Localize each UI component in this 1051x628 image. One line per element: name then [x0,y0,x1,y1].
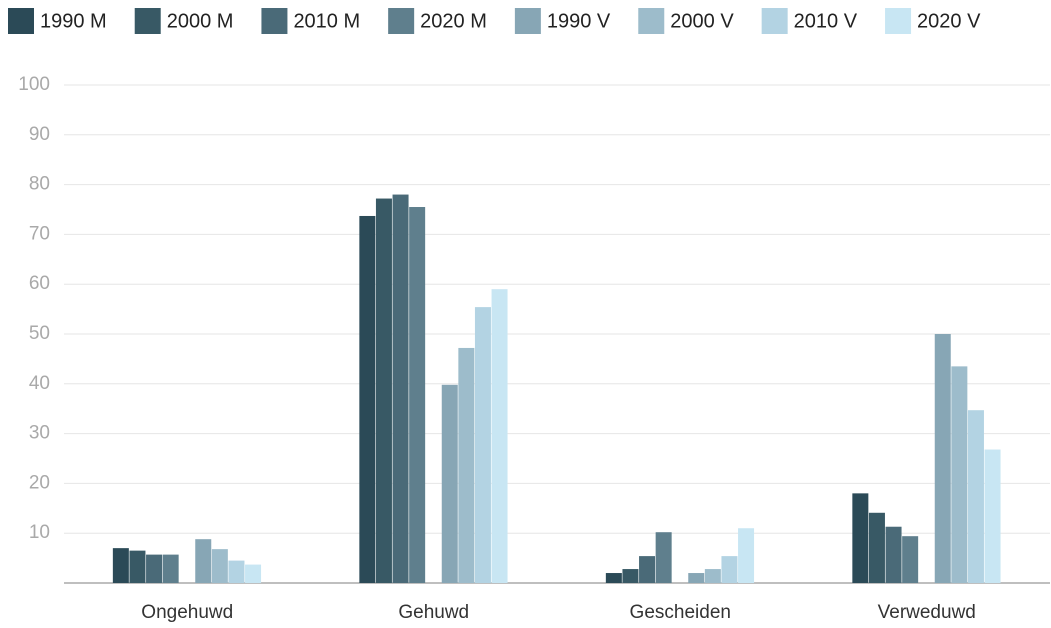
bar [622,569,639,583]
bar [704,569,721,583]
bar [984,449,1001,583]
legend-swatch [261,8,288,34]
y-tick-label: 20 [29,472,50,493]
bar [245,564,262,583]
bar [605,573,622,583]
legend-swatch [388,8,415,34]
bar [491,289,508,583]
legend-swatch [8,8,34,34]
x-tick-label: Ongehuwd [141,602,233,623]
y-tick-label: 70 [29,223,50,244]
bar [211,549,228,583]
bar [195,539,212,583]
bar [655,532,672,583]
bar [852,493,869,583]
legend-swatch [514,8,541,34]
bar [967,410,984,583]
legend-swatch [638,8,665,34]
legend-label: 2020 M [420,10,487,32]
bar [474,307,491,583]
bar [392,194,409,583]
legend-label: 1990 V [547,10,611,32]
bar [738,528,755,583]
bar [951,366,968,583]
bar [441,384,458,583]
bar [146,554,163,583]
bar [868,512,885,583]
legend-swatch [134,8,161,34]
legend-label: 2010 V [794,10,858,32]
bar [375,198,392,583]
bar [885,526,902,583]
legend-label: 2000 M [167,10,234,32]
y-tick-label: 40 [29,373,50,394]
legend-label: 2020 V [917,10,981,32]
y-tick-label: 30 [29,423,50,444]
bar [934,334,951,583]
legend-swatch [761,8,788,34]
bar [359,215,376,583]
bar [228,560,245,583]
bar [688,573,705,583]
x-tick-label: Verweduwd [878,602,976,623]
y-tick-label: 60 [29,273,50,294]
y-tick-label: 50 [29,323,50,344]
x-tick-label: Gehuwd [398,602,469,623]
legend-swatch [885,8,912,34]
y-tick-label: 100 [18,74,50,95]
bar [458,347,475,583]
legend-label: 2010 M [293,10,360,32]
y-tick-label: 90 [29,124,50,145]
bar [721,556,738,583]
bar [409,207,426,583]
y-tick-label: 80 [29,174,50,195]
y-tick-label: 10 [29,522,50,543]
bar [162,554,179,583]
legend-label: 2000 V [670,10,734,32]
bar [639,556,656,583]
bar [129,550,146,583]
legend-label: 1990 M [40,10,107,32]
x-tick-label: Gescheiden [630,602,731,623]
bar [112,548,129,583]
bar [902,536,919,583]
